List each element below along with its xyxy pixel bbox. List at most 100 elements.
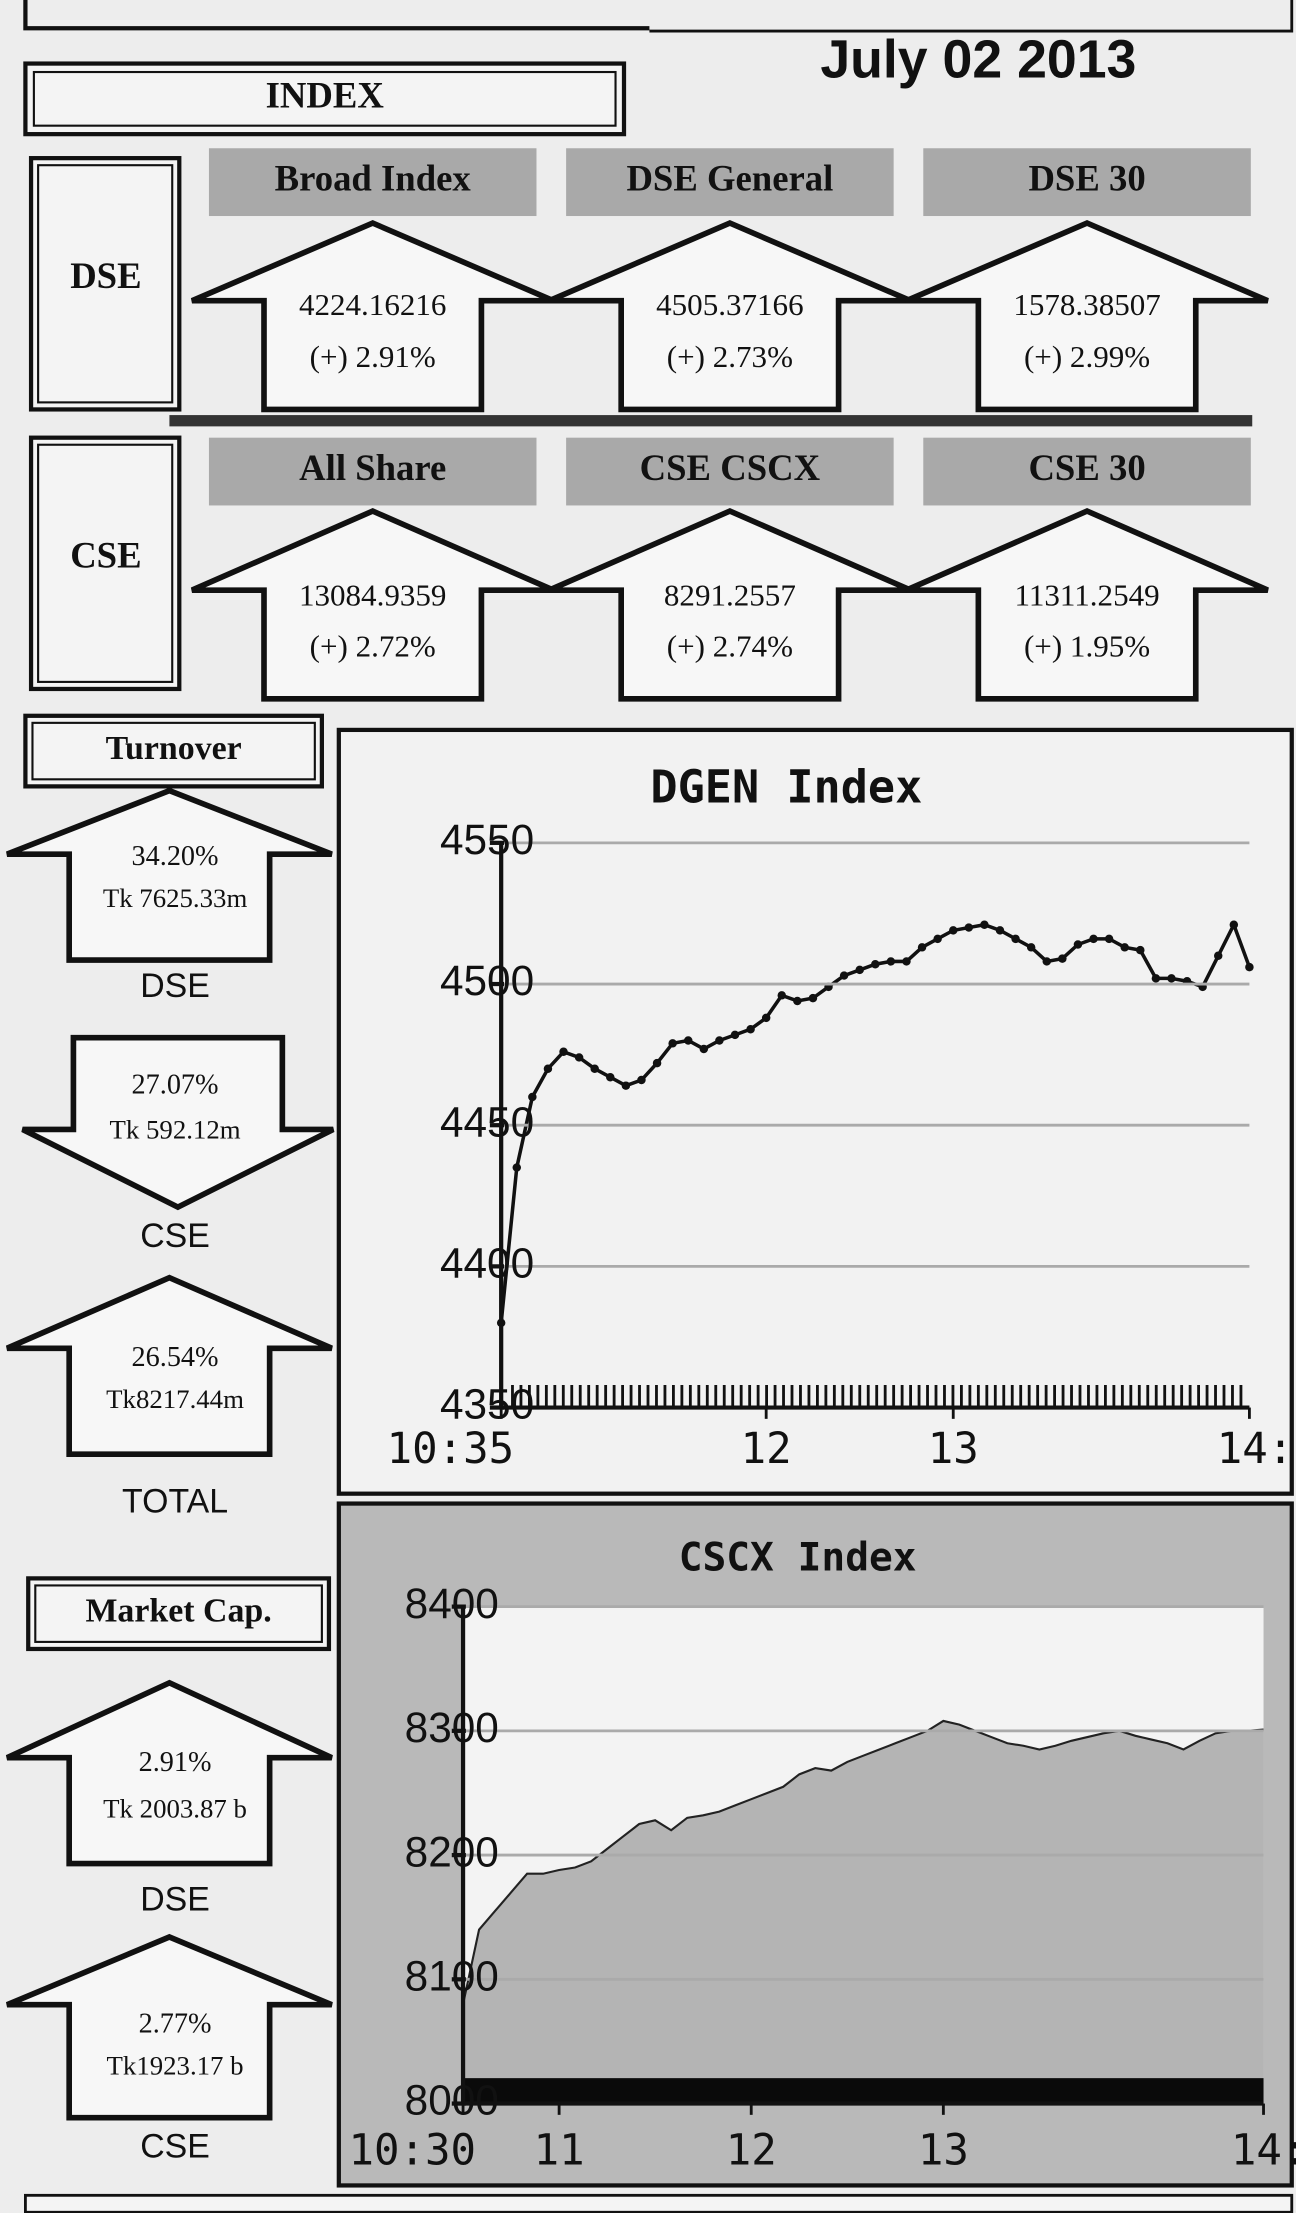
- tile-change: (+) 2.91%: [310, 339, 436, 374]
- top-frame: [23, 0, 650, 31]
- section-box: [23, 713, 324, 789]
- data-point: [1011, 934, 1020, 944]
- y-tick-label: 8100: [405, 1953, 499, 2000]
- tile-value: 13084.9359: [299, 578, 446, 613]
- item-amount: Tk 592.12m: [110, 1114, 241, 1144]
- tile-name: DSE 30: [1028, 158, 1145, 199]
- y-tick-label: 4350: [440, 1381, 534, 1428]
- exchange-box: [37, 443, 174, 683]
- x-tick-label: 10:30: [349, 2125, 476, 2174]
- item-percent: 34.20%: [132, 841, 219, 872]
- x-tick-label: 11: [534, 2125, 585, 2174]
- data-point: [684, 1036, 693, 1045]
- data-point: [839, 971, 849, 980]
- data-point: [637, 1075, 646, 1085]
- tile-header: [566, 148, 894, 217]
- section-box: [31, 721, 316, 781]
- exchange-box: [28, 435, 182, 692]
- item-label: TOTAL: [122, 1483, 228, 1521]
- exchange-box: [28, 156, 182, 412]
- volume-band: [463, 2078, 1264, 2104]
- y-tick-label: 8000: [405, 2077, 499, 2124]
- data-point: [606, 1072, 615, 1082]
- chart-title: CSCX Index: [679, 1535, 917, 1581]
- tile-name: Broad Index: [275, 158, 472, 199]
- x-tick-label: 13: [918, 2125, 969, 2174]
- tile-header: [208, 148, 537, 217]
- data-point: [808, 993, 818, 1003]
- arrow-up: [5, 1933, 333, 2121]
- index-title: INDEX: [266, 74, 385, 115]
- data-point: [793, 996, 802, 1006]
- data-point: [1136, 945, 1145, 955]
- data-point: [1042, 957, 1051, 966]
- arrow-down: [21, 1034, 335, 1211]
- arrow-up: [548, 508, 912, 702]
- tile-header: [923, 148, 1251, 217]
- data-point: [1058, 954, 1067, 963]
- data-point: [1026, 943, 1036, 952]
- data-point: [590, 1064, 599, 1073]
- data-point: [512, 1163, 521, 1172]
- x-tick-label: 12: [726, 2125, 777, 2174]
- exchange-label: CSE: [70, 535, 141, 576]
- exchange-label: DSE: [70, 255, 141, 296]
- tile-change: (+) 2.74%: [667, 629, 793, 664]
- x-tick-label: 10:35: [387, 1424, 514, 1473]
- bottom-frame: [24, 2193, 1294, 2213]
- arrow-up: [190, 220, 555, 413]
- item-amount: Tk 7625.33m: [103, 883, 248, 913]
- section-box: [34, 1584, 323, 1643]
- section-box: [26, 1576, 332, 1652]
- arrow-up: [190, 508, 555, 702]
- item-label: CSE: [140, 2128, 210, 2166]
- data-point: [855, 965, 864, 975]
- data-point: [1214, 951, 1223, 961]
- data-area: [463, 1720, 1264, 2104]
- item-amount: Tk1923.17 b: [107, 2050, 244, 2080]
- item-label: DSE: [140, 1881, 210, 1919]
- chart-title: DGEN Index: [650, 761, 922, 814]
- minor-ticks: [511, 1384, 1243, 1408]
- tile-change: (+) 1.95%: [1024, 629, 1150, 664]
- x-tick-label: 14:35: [1217, 1424, 1296, 1473]
- x-tick-label: 14:39: [1231, 2125, 1296, 2174]
- data-point: [1151, 974, 1161, 983]
- tile-header: [923, 437, 1251, 506]
- tile-header: [566, 437, 894, 506]
- data-point: [902, 957, 911, 966]
- data-point: [980, 920, 989, 929]
- separator: [169, 415, 1253, 427]
- data-point: [621, 1081, 631, 1090]
- data-point: [1073, 940, 1083, 949]
- arrow-up: [905, 220, 1269, 413]
- data-point: [528, 1092, 537, 1102]
- data-point: [543, 1064, 553, 1073]
- data-point: [949, 926, 958, 935]
- data-point: [1167, 974, 1176, 983]
- date: July 02 2013: [820, 30, 1136, 90]
- y-tick-label: 8300: [405, 1704, 499, 1751]
- data-point: [668, 1039, 677, 1048]
- arrow-up: [6, 787, 333, 963]
- data-point: [746, 1024, 755, 1034]
- x-tick-label: 13: [928, 1424, 979, 1473]
- top-frame: [649, 0, 1294, 33]
- tile-value: 1578.38507: [1013, 287, 1160, 322]
- data-point: [871, 960, 880, 969]
- tile-change: (+) 2.99%: [1024, 339, 1150, 374]
- item-amount: Tk 2003.87 b: [103, 1793, 247, 1823]
- data-point: [574, 1053, 584, 1062]
- item-amount: Tk8217.44m: [106, 1384, 244, 1414]
- item-percent: 26.54%: [132, 1342, 219, 1373]
- data-line: [462, 1719, 1264, 2005]
- index-box: [32, 70, 617, 127]
- data-point: [1245, 962, 1254, 972]
- y-tick-label: 8400: [405, 1580, 499, 1627]
- data-point: [652, 1058, 662, 1068]
- tile-name: CSE CSCX: [640, 447, 821, 488]
- data-point: [964, 923, 974, 932]
- data-point: [1229, 920, 1239, 929]
- index-box: [23, 61, 627, 137]
